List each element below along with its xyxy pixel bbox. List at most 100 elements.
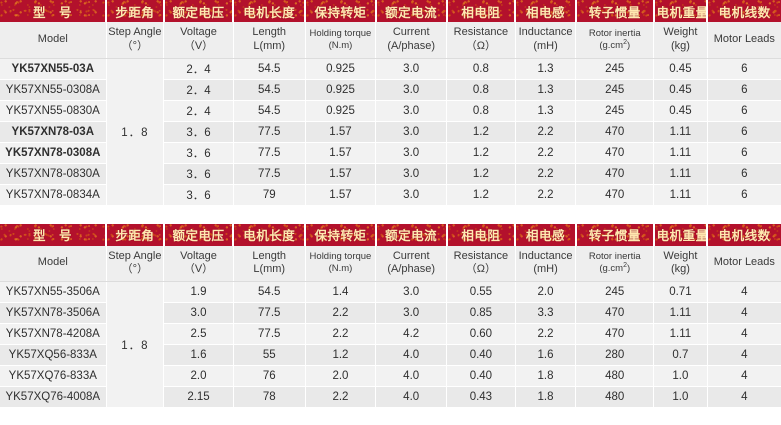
cell-resistance: 1.2 xyxy=(446,142,516,164)
column-header-en: Length L(mm) xyxy=(233,22,306,59)
cell-leads: 4 xyxy=(707,323,781,345)
cell-torque: 1.57 xyxy=(305,121,377,143)
column-header-cjk-label: 额定电压 xyxy=(172,229,225,243)
table-row: YK57XN55-0830A 2．4 54.5 0.925 3.0 0.8 1.3 245 0.… xyxy=(0,100,781,122)
column-header-cjk: 电机长度 xyxy=(233,223,307,246)
table-row: YK57XQ76-833A 2.0 76 2.0 4.0 0.40 1.8 480 1.0 4 xyxy=(0,365,781,387)
cell-weight: 1.11 xyxy=(653,184,708,206)
column-header-cjk-label: 电机线数 xyxy=(718,5,771,20)
column-header-cjk-label: 额定电流 xyxy=(385,229,438,243)
cell-length: 78 xyxy=(233,386,306,408)
cell-weight: 1.11 xyxy=(653,302,708,324)
cell-torque: 0.925 xyxy=(305,58,377,80)
cell-resistance: 0.60 xyxy=(446,323,516,345)
column-header-cjk-label: 保持转矩 xyxy=(314,229,367,243)
cell-current: 4.2 xyxy=(375,323,448,345)
cell-length: 54.5 xyxy=(233,100,306,122)
column-header-cjk-label: 电机长度 xyxy=(243,229,296,243)
cell-length: 76 xyxy=(233,365,306,387)
column-header-cjk-label: 型 号 xyxy=(33,5,73,20)
column-header-en: Weight (kg) xyxy=(653,22,708,59)
tables-root: 型 号步距角 额定电压 电机长度 保持转矩 额定电流 相电阻 相电感 转子惯量 电机重量 电机线数… xyxy=(0,0,781,408)
cell-inertia: 280 xyxy=(575,344,655,366)
cell-length: 54.5 xyxy=(233,79,306,101)
cell-torque: 1.57 xyxy=(305,184,377,206)
cell-leads: 4 xyxy=(707,386,781,408)
cell-voltage: 3．6 xyxy=(163,121,234,143)
column-header-en: Rotor inertia (g.cm2) xyxy=(575,245,655,282)
cell-resistance: 1.2 xyxy=(446,184,516,206)
column-header-en-line1: Weight xyxy=(663,26,698,38)
column-header-cjk-label: 型 号 xyxy=(33,229,73,243)
column-header-cjk: 步距角 xyxy=(106,223,165,246)
column-header-en-line1: Weight xyxy=(663,249,698,262)
cell-leads: 6 xyxy=(707,58,781,80)
cell-inductance: 1.3 xyxy=(515,79,577,101)
column-header-en: Current (A/phase) xyxy=(375,22,448,59)
cell-inductance: 3.3 xyxy=(515,302,577,324)
column-header-en-line2: （V） xyxy=(183,39,214,52)
cell-model: YK57XN78-4208A xyxy=(0,323,107,345)
cell-torque: 2.2 xyxy=(305,302,377,324)
column-header-en-line2: (A/phase) xyxy=(387,39,436,52)
cell-current: 3.0 xyxy=(375,142,448,164)
column-header-en-line2: (A/phase) xyxy=(387,263,436,276)
table-row: YK57XN55-0308A 2．4 54.5 0.925 3.0 0.8 1.3 245 0.… xyxy=(0,79,781,101)
column-header-en: Motor Leads xyxy=(707,22,781,59)
cell-torque: 1.57 xyxy=(305,163,377,185)
cell-resistance: 1.2 xyxy=(446,163,516,185)
cell-resistance: 1.2 xyxy=(446,121,516,143)
cell-inertia: 245 xyxy=(575,100,655,122)
column-header-cjk: 型 号 xyxy=(0,0,108,22)
column-header-en-line1: Model xyxy=(37,32,68,45)
table-row: YK57XQ76-4008A 2.15 78 2.2 4.0 0.43 1.8 480 1.0 4 xyxy=(0,386,781,408)
cell-weight: 0.45 xyxy=(653,79,708,101)
cell-inductance: 2.2 xyxy=(515,184,577,206)
cell-inertia: 470 xyxy=(575,142,655,164)
superscript-two: 2 xyxy=(623,38,627,46)
column-header-cjk: 保持转矩 xyxy=(305,0,377,22)
cell-current: 3.0 xyxy=(375,121,448,143)
cell-leads: 4 xyxy=(707,365,781,387)
cell-weight: 1.11 xyxy=(653,323,708,345)
cell-length: 54.5 xyxy=(233,58,306,80)
cell-torque: 1.4 xyxy=(305,281,377,303)
column-header-en-line2: (N.m) xyxy=(328,39,353,51)
column-header-cjk: 电机重量 xyxy=(653,0,709,22)
cell-inductance: 1.8 xyxy=(515,365,577,387)
cell-length: 77.5 xyxy=(233,163,306,185)
column-header-cjk: 相电感 xyxy=(515,223,577,246)
cell-weight: 1.0 xyxy=(653,365,708,387)
table-gap xyxy=(0,205,781,224)
cell-model: YK57XN55-0830A xyxy=(0,100,107,122)
superscript-two: 2 xyxy=(623,262,627,270)
cell-resistance: 0.85 xyxy=(446,302,516,324)
cell-current: 3.0 xyxy=(375,281,448,303)
column-header-en-line2: (mH) xyxy=(533,39,558,52)
cell-weight: 0.7 xyxy=(653,344,708,366)
cell-inertia: 470 xyxy=(575,184,655,206)
column-header-cjk: 转子惯量 xyxy=(575,0,655,22)
column-header-en-line2: (g.cm2) xyxy=(599,262,631,275)
cell-weight: 1.11 xyxy=(653,142,708,164)
column-header-cjk-label: 额定电流 xyxy=(385,5,438,20)
column-header-en-line2: （Ω） xyxy=(465,39,496,52)
cell-voltage: 3．6 xyxy=(163,163,234,185)
column-header-cjk-label: 步距角 xyxy=(115,229,155,243)
cell-model: YK57XN55-0308A xyxy=(0,79,107,101)
column-header-cjk: 相电阻 xyxy=(446,223,517,246)
cell-torque: 2.0 xyxy=(305,365,377,387)
column-header-en: Length L(mm) xyxy=(233,245,306,282)
column-header-en-line1: Voltage xyxy=(180,26,217,38)
cell-inductance: 2.2 xyxy=(515,121,577,143)
cell-weight: 0.45 xyxy=(653,58,708,80)
column-header-cjk: 相电阻 xyxy=(446,0,517,22)
cell-torque: 0.925 xyxy=(305,100,377,122)
column-header-cjk: 额定电流 xyxy=(375,223,448,246)
column-header-cjk: 额定电流 xyxy=(375,0,448,22)
cell-weight: 1.0 xyxy=(653,386,708,408)
column-header-en-line2: (g.cm2) xyxy=(599,38,631,51)
cell-current: 3.0 xyxy=(375,163,448,185)
cell-current: 4.0 xyxy=(375,365,448,387)
cell-step-angle: 1．8 xyxy=(106,281,165,408)
